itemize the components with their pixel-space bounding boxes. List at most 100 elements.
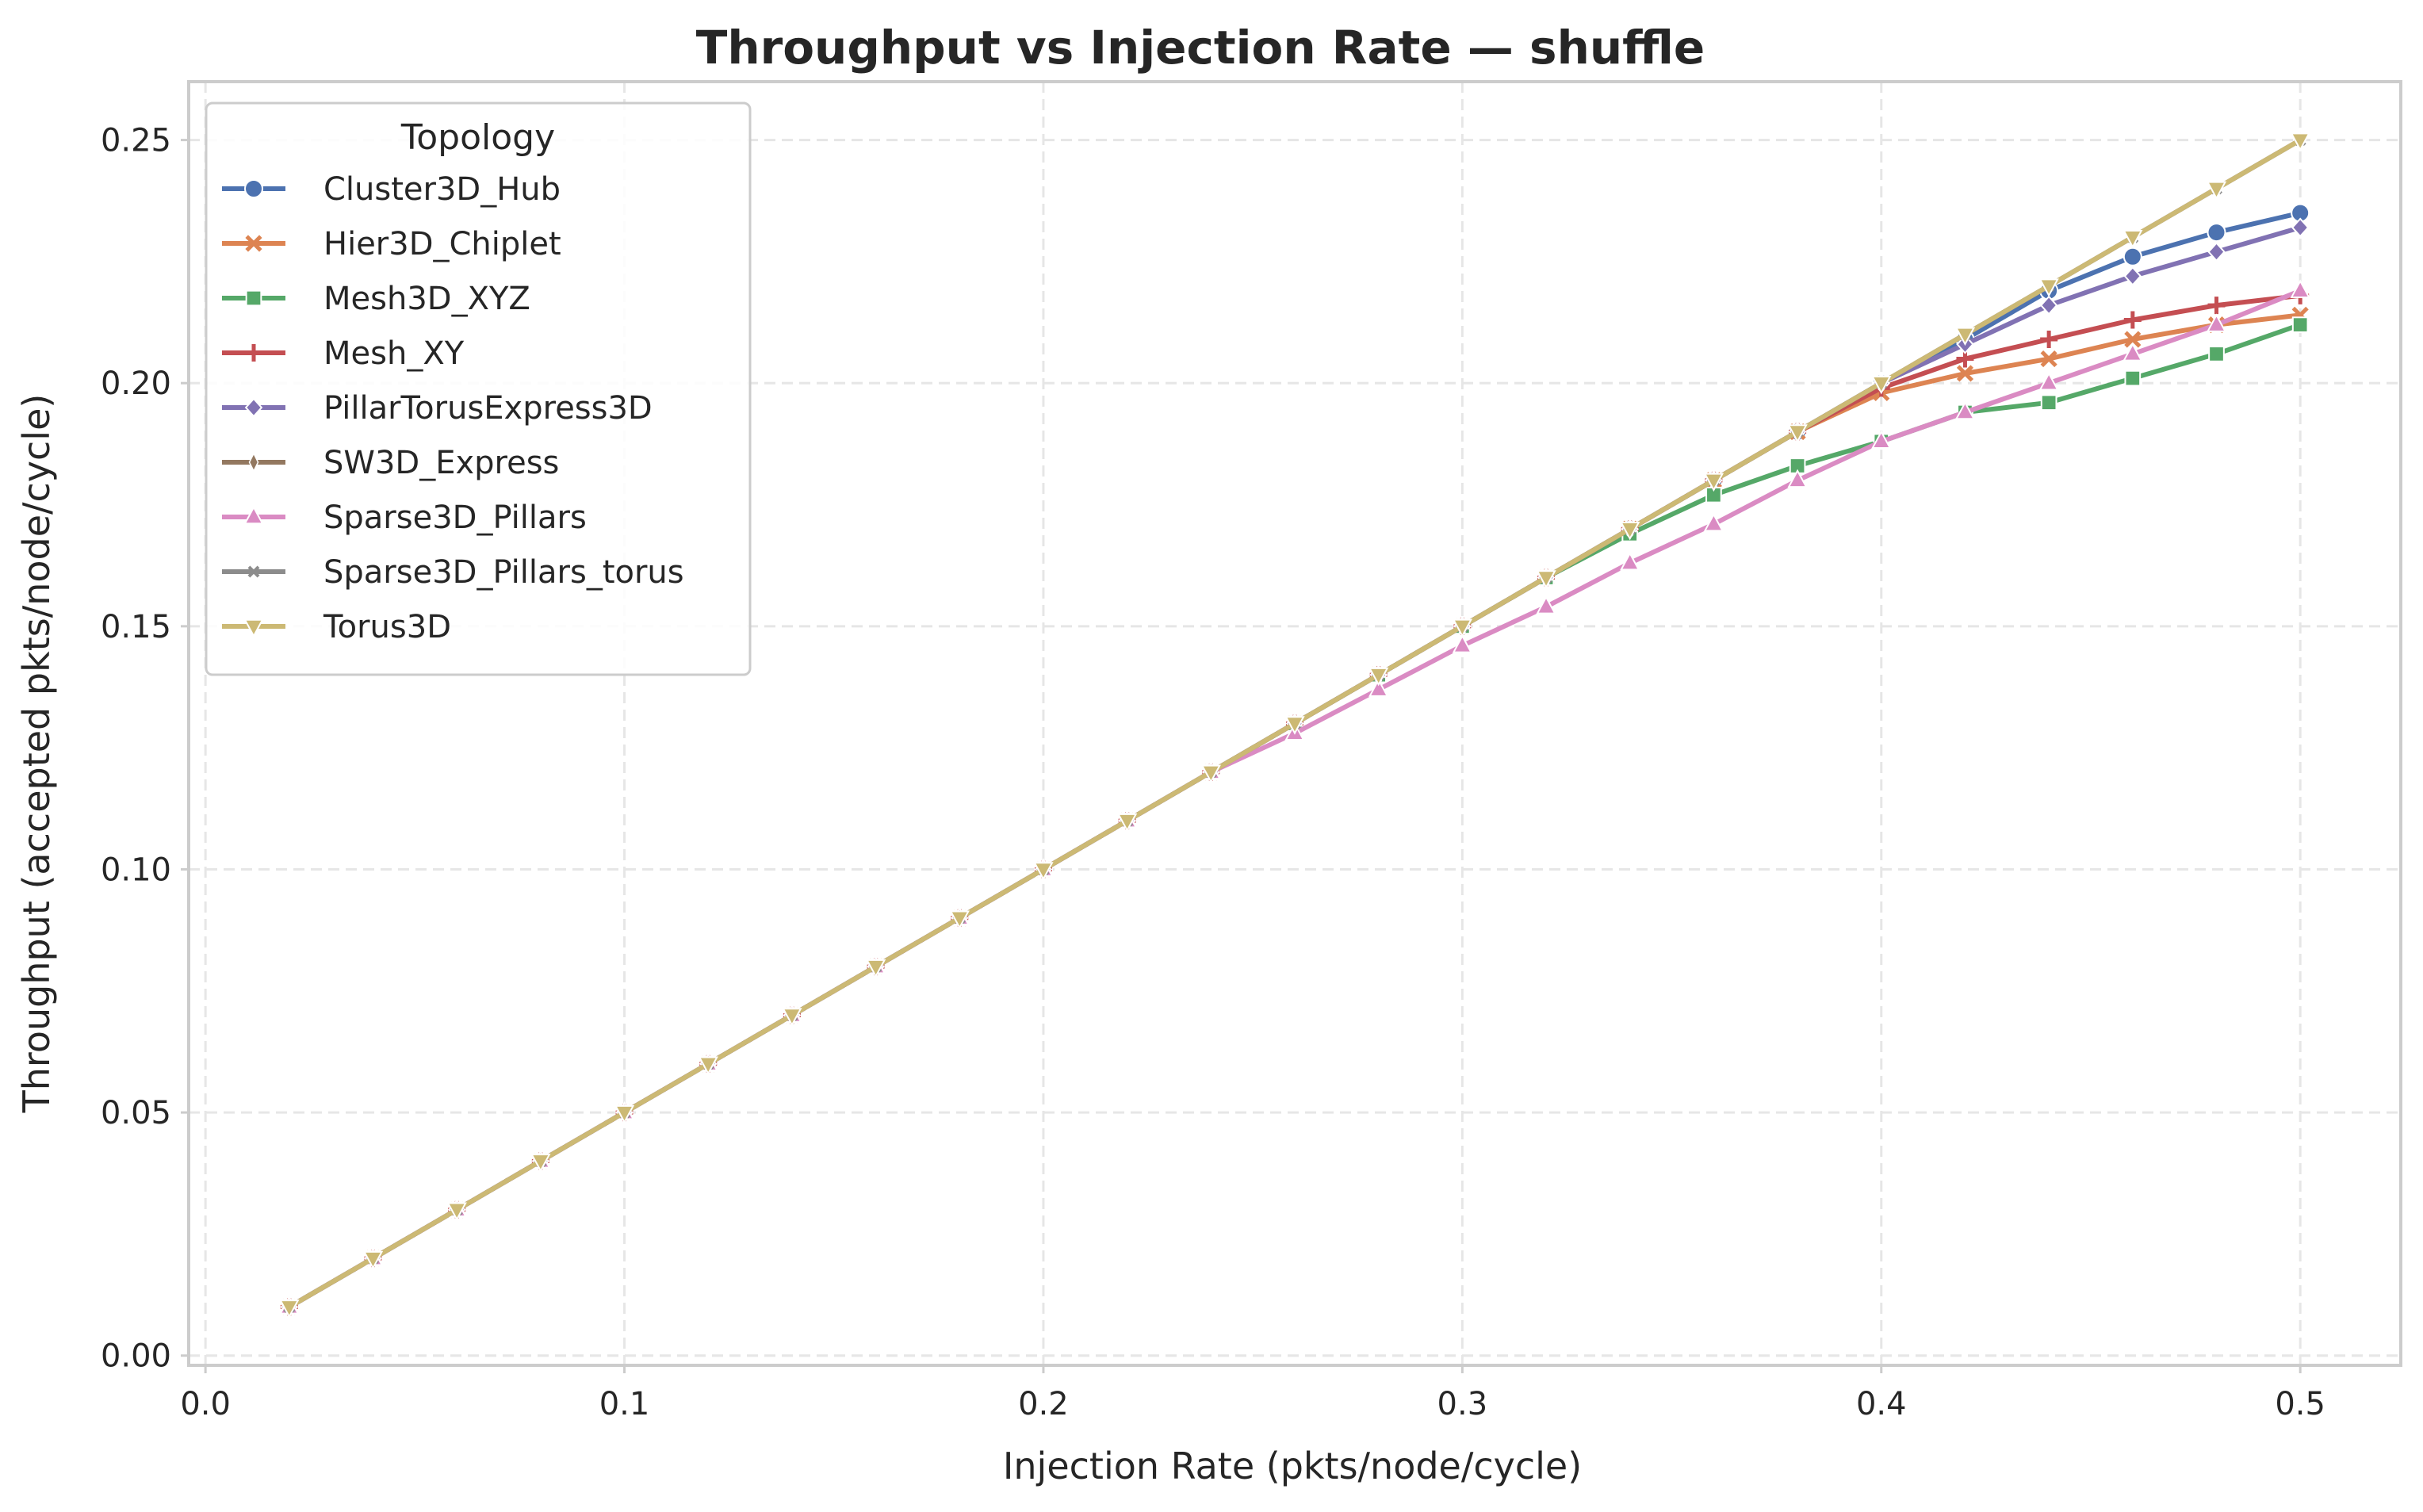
- legend-swatch-marker: [245, 344, 262, 362]
- legend-title: Topology: [400, 117, 555, 158]
- data-point: [279, 1300, 300, 1319]
- axis-ticks: 0.0 0.1 0.2 0.3 0.4 0.5 0.00 0.05 0.10 0.15 0.20 0.…: [101, 123, 2325, 1422]
- data-point: [1954, 327, 1976, 346]
- legend-label: Sparse3D_Pillars_torus: [323, 554, 684, 591]
- data-point: [2040, 331, 2058, 349]
- x-tick-label: 0.4: [1856, 1386, 1907, 1422]
- data-point: [2208, 346, 2225, 362]
- data-point: [1954, 400, 1976, 420]
- legend-swatch-marker: [245, 289, 262, 307]
- legend-item: Mesh3D_XYZ: [222, 281, 530, 317]
- data-point: [1200, 764, 1221, 784]
- data-point: [1284, 716, 1305, 735]
- y-tick-label: 0.25: [101, 123, 171, 159]
- legend: Topology Cluster3D_Hub Hier3D_Chiplet Mesh3…: [205, 101, 752, 676]
- chart-title: Throughput vs Injection Rate — shuffle: [696, 21, 1705, 75]
- y-tick-label: 0.00: [101, 1338, 171, 1375]
- series-layer: [279, 129, 2310, 1319]
- data-point: [2038, 278, 2059, 297]
- data-point: [530, 1154, 551, 1173]
- data-point: [1703, 473, 1724, 492]
- legend-swatch-marker: [245, 235, 262, 252]
- legend-label: SW3D_Express: [323, 445, 559, 481]
- y-tick-label: 0.20: [101, 366, 171, 402]
- data-point: [2039, 295, 2058, 316]
- data-point: [2124, 331, 2142, 348]
- y-axis-label: Throughput (accepted pkts/node/cycle): [15, 394, 58, 1114]
- data-point: [2291, 316, 2309, 333]
- legend-label: Hier3D_Chiplet: [323, 226, 561, 262]
- data-point: [1033, 862, 1054, 881]
- data-point: [2207, 297, 2226, 315]
- legend-swatch-marker: [244, 397, 263, 418]
- series-Torus3D: [279, 132, 2310, 1319]
- data-point: [1871, 430, 1892, 450]
- data-point: [2291, 217, 2310, 238]
- legend-item: PillarTorusExpress3D: [222, 390, 653, 427]
- legend-item: Torus3D: [222, 609, 451, 645]
- legend-label: Sparse3D_Pillars: [323, 500, 587, 536]
- legend-label: Torus3D: [323, 609, 451, 645]
- data-point: [1620, 551, 1640, 571]
- legend-label: Mesh_XY: [323, 335, 465, 372]
- data-point: [2040, 394, 2057, 411]
- data-point: [1787, 469, 1808, 488]
- data-point: [2290, 132, 2310, 151]
- y-tick-label: 0.05: [101, 1095, 171, 1131]
- data-point: [1116, 813, 1138, 833]
- data-point: [1536, 595, 1556, 614]
- x-tick-label: 0.1: [599, 1386, 650, 1422]
- data-point: [1536, 570, 1556, 589]
- legend-item: Sparse3D_Pillars: [222, 500, 587, 536]
- legend-label: PillarTorusExpress3D: [323, 390, 653, 427]
- data-point: [1787, 424, 1808, 443]
- data-point: [2206, 181, 2227, 201]
- legend-item: Cluster3D_Hub: [222, 171, 561, 208]
- legend-item: Mesh_XY: [222, 335, 465, 372]
- legend-label: Mesh3D_XYZ: [323, 281, 530, 317]
- legend-swatch-marker: [243, 505, 264, 525]
- data-point: [1620, 521, 1640, 541]
- data-point: [1452, 618, 1473, 638]
- legend-swatch-marker: [244, 179, 263, 198]
- legend-item: Sparse3D_Pillars_torus: [222, 554, 684, 591]
- data-point: [1703, 512, 1724, 532]
- data-point: [1871, 375, 1892, 395]
- x-tick-label: 0.0: [180, 1386, 231, 1422]
- data-point: [782, 1008, 802, 1027]
- y-tick-label: 0.15: [101, 609, 171, 645]
- data-point: [2207, 223, 2226, 243]
- data-point: [446, 1202, 467, 1221]
- data-point: [362, 1250, 384, 1270]
- data-point: [1452, 634, 1473, 653]
- data-point: [2290, 279, 2310, 298]
- data-point: [865, 959, 886, 978]
- plot-frame: [187, 80, 2402, 1367]
- x-axis-label: Injection Rate (pkts/node/cycle): [1003, 1445, 1582, 1487]
- x-tick-label: 0.3: [1437, 1386, 1488, 1422]
- legend-item: Hier3D_Chiplet: [222, 226, 561, 262]
- data-point: [1956, 365, 1974, 382]
- data-point: [2040, 350, 2057, 368]
- data-point: [2207, 242, 2226, 262]
- data-point: [2123, 311, 2142, 329]
- legend-label: Cluster3D_Hub: [323, 171, 561, 208]
- data-point: [2123, 266, 2142, 286]
- data-point: [698, 1056, 718, 1075]
- legend-swatch-marker: [243, 618, 264, 638]
- data-point: [1368, 667, 1389, 687]
- x-tick-label: 0.5: [2275, 1386, 2325, 1422]
- data-point: [2123, 229, 2143, 249]
- data-point: [949, 910, 970, 930]
- data-point: [2038, 372, 2059, 391]
- data-point: [2206, 313, 2227, 332]
- data-point: [2123, 343, 2143, 362]
- legend-swatch-marker: [248, 452, 259, 473]
- data-point: [614, 1104, 635, 1124]
- data-point: [1368, 678, 1389, 697]
- legend-item: SW3D_Express: [222, 445, 559, 481]
- x-tick-label: 0.2: [1018, 1386, 1069, 1422]
- y-tick-label: 0.10: [101, 852, 171, 888]
